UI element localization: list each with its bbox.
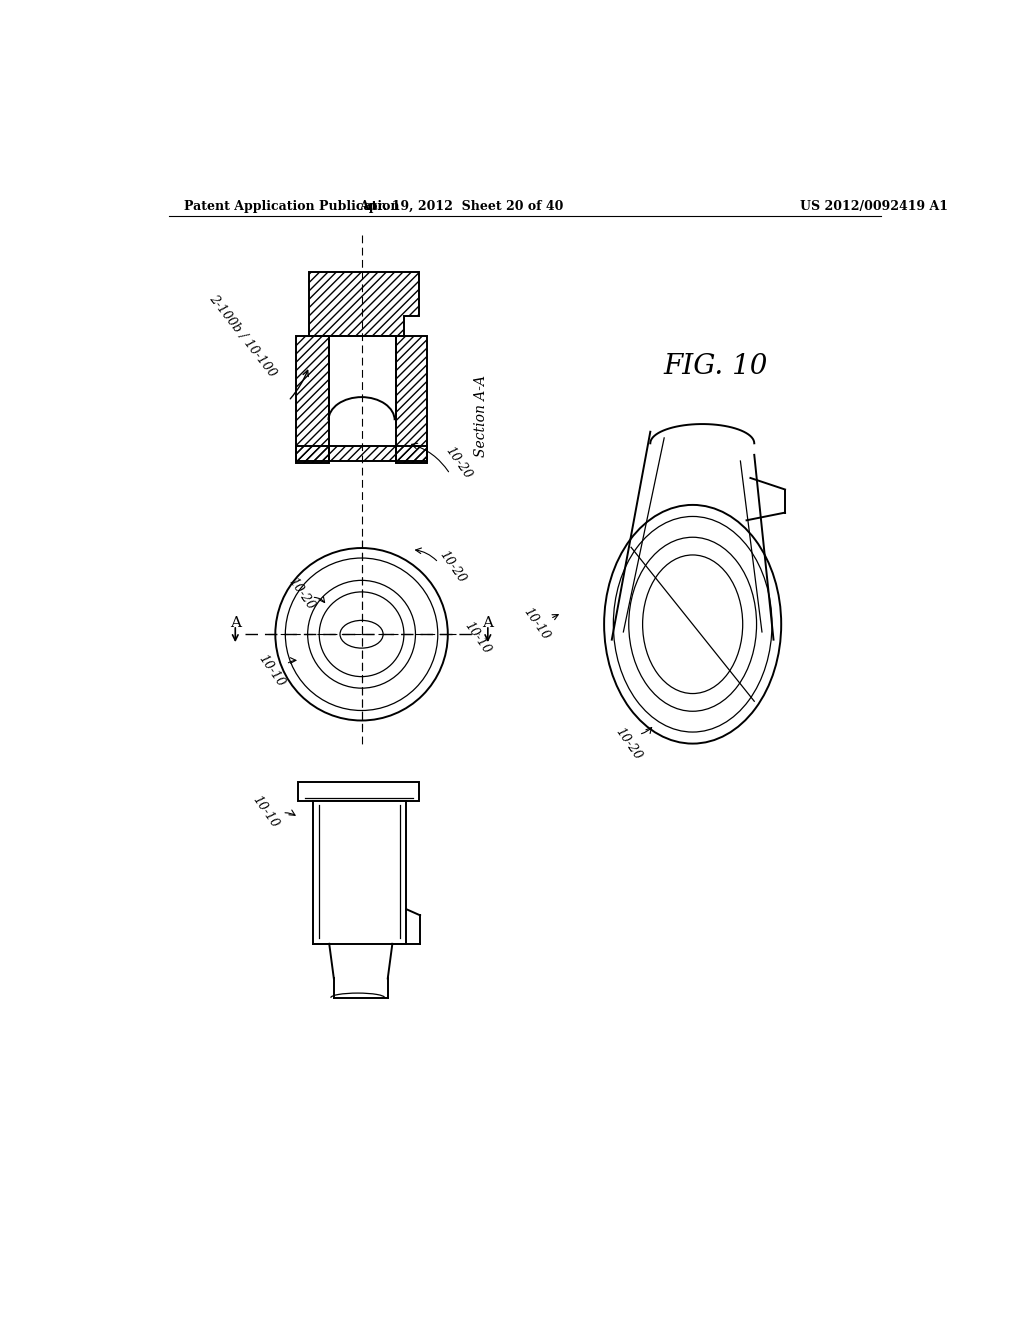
Text: 10-10: 10-10	[520, 606, 552, 643]
Text: A: A	[482, 616, 494, 631]
Text: 10-20: 10-20	[437, 548, 468, 585]
Text: 10-20: 10-20	[613, 725, 644, 762]
Text: Patent Application Publication: Patent Application Publication	[184, 199, 400, 213]
Text: FIG. 10: FIG. 10	[664, 352, 768, 380]
Text: Section A-A: Section A-A	[474, 375, 487, 457]
Text: 2-100b / 10-100: 2-100b / 10-100	[206, 292, 279, 379]
Text: 10-10: 10-10	[256, 652, 287, 689]
Text: 10-20: 10-20	[442, 444, 474, 480]
Text: 10-10: 10-10	[250, 793, 281, 830]
Text: Apr. 19, 2012  Sheet 20 of 40: Apr. 19, 2012 Sheet 20 of 40	[359, 199, 564, 213]
Text: US 2012/0092419 A1: US 2012/0092419 A1	[801, 199, 948, 213]
Text: 10-20: 10-20	[286, 576, 317, 612]
Polygon shape	[298, 781, 419, 801]
Text: 10-10: 10-10	[462, 619, 494, 656]
Text: A: A	[229, 616, 241, 631]
Polygon shape	[313, 801, 407, 944]
